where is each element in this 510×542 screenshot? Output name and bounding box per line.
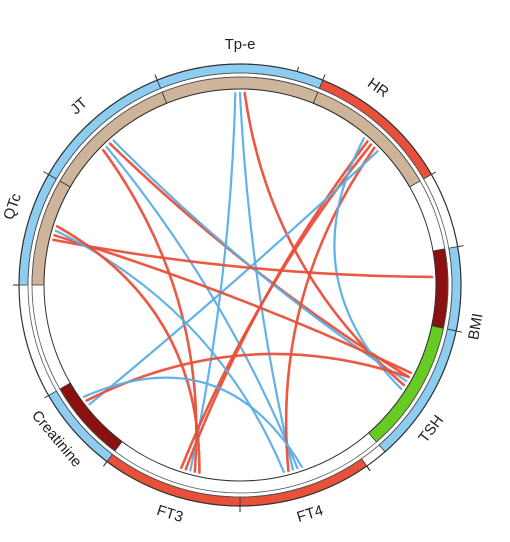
outer-ring-inner-edge xyxy=(27,72,453,498)
ring-tick xyxy=(431,171,436,175)
label-bmi: BMI xyxy=(465,312,486,341)
chord-links xyxy=(52,91,434,474)
link-jt-ft4 xyxy=(105,145,299,470)
label-ft3: FT3 xyxy=(155,502,185,526)
link-hr-creatinine xyxy=(88,150,379,406)
label-tsh: TSH xyxy=(415,412,447,446)
link-qtc-tsh xyxy=(53,234,413,375)
link-hr-ft4 xyxy=(284,146,376,473)
link-tpe-ft4 xyxy=(238,91,295,471)
ring-tick xyxy=(366,465,371,471)
link-creatinine-ft4 xyxy=(82,376,303,468)
tick-jt xyxy=(43,171,49,175)
ring-tick xyxy=(103,461,108,466)
ring-tick xyxy=(154,75,158,81)
link-qtc-bmi xyxy=(52,238,434,279)
ring-tick xyxy=(44,395,49,399)
tick-hr xyxy=(322,74,326,81)
outer-segment-ft4 xyxy=(239,458,368,507)
label-jt: JT xyxy=(67,94,91,118)
outer-tracks xyxy=(18,63,462,507)
label-hr: HR xyxy=(364,75,392,101)
link-qtc-ft3 xyxy=(55,225,201,474)
label-ft4: FT4 xyxy=(295,502,325,526)
link-jt-ft3 xyxy=(101,148,198,473)
link-hr-tsh xyxy=(333,137,403,391)
label-tpe: Tp-e xyxy=(225,36,256,53)
inner-ring-edge xyxy=(31,76,449,494)
tick-tsh xyxy=(456,330,463,333)
inner-ring-inner-edge xyxy=(43,88,437,482)
ring-tick xyxy=(296,66,299,72)
label-creatinine: Creatinine xyxy=(28,407,85,470)
tick-bmi xyxy=(457,245,464,248)
segment-ticks xyxy=(13,66,464,512)
label-qtc: QTc xyxy=(0,191,25,222)
node-labels: Tp-e HR BMI TSH FT4 FT3 Creatinine QTc JT xyxy=(0,36,486,526)
